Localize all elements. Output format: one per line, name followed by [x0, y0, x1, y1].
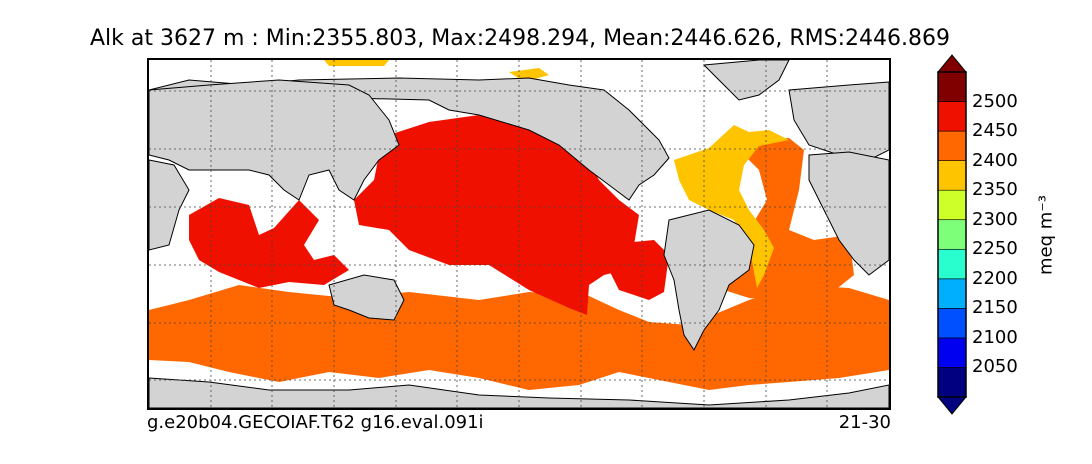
greenland-land	[702, 60, 790, 101]
colorbar-tick-label: 2100	[972, 326, 1018, 348]
case-name-label: g.e20b04.GECOIAF.T62 g16.eval.091i	[147, 412, 484, 433]
colorbar-segment	[937, 308, 967, 339]
map-title: Alk at 3627 m : Min:2355.803, Max:2498.2…	[90, 26, 950, 51]
south-pacific-patch	[604, 240, 669, 300]
colorbar-tick-label: 2150	[972, 297, 1018, 319]
colorbar-unit-label: meq m⁻³	[1035, 194, 1057, 276]
year-range-label: 21-30	[838, 412, 891, 433]
colorbar-tick-label: 2300	[972, 208, 1018, 230]
europe-asia-land	[149, 79, 400, 201]
colorbar-segment	[937, 278, 967, 309]
colorbar-tick-label: 2050	[972, 356, 1018, 378]
colorbar-tick-label: 2400	[972, 149, 1018, 171]
colorbar-tick-label: 2250	[972, 238, 1018, 260]
arctic-yellow-patch	[324, 60, 389, 66]
indian-ocean-region	[189, 198, 349, 288]
colorbar-tick-label: 2200	[972, 267, 1018, 289]
colorbar-tick-label: 2350	[972, 179, 1018, 201]
colorbar-tick-label: 2500	[972, 90, 1018, 112]
colorbar-segment	[937, 71, 967, 102]
colorbar-segment	[937, 367, 967, 398]
map-panel	[147, 58, 891, 410]
colorbar-segment	[937, 219, 967, 250]
colorbar-segment	[937, 248, 967, 280]
australia-land	[328, 274, 405, 321]
world-map	[149, 60, 889, 408]
colorbar-segment	[937, 130, 967, 161]
colorbar-segment	[937, 189, 967, 221]
colorbar-segment	[937, 337, 967, 368]
africa-land	[808, 151, 889, 276]
south-america-land	[663, 209, 755, 351]
colorbar-tick-label: 2450	[972, 120, 1018, 142]
africa-land-west	[149, 159, 190, 251]
colorbar-top-arrow	[936, 54, 968, 73]
north-atlantic-region	[674, 125, 789, 288]
europe-land-east	[788, 81, 889, 161]
colorbar	[936, 54, 968, 415]
colorbar-bottom-arrow	[936, 396, 968, 415]
colorbar-segment	[937, 101, 967, 132]
colorbar-segment	[937, 160, 967, 191]
graticule	[149, 60, 889, 408]
